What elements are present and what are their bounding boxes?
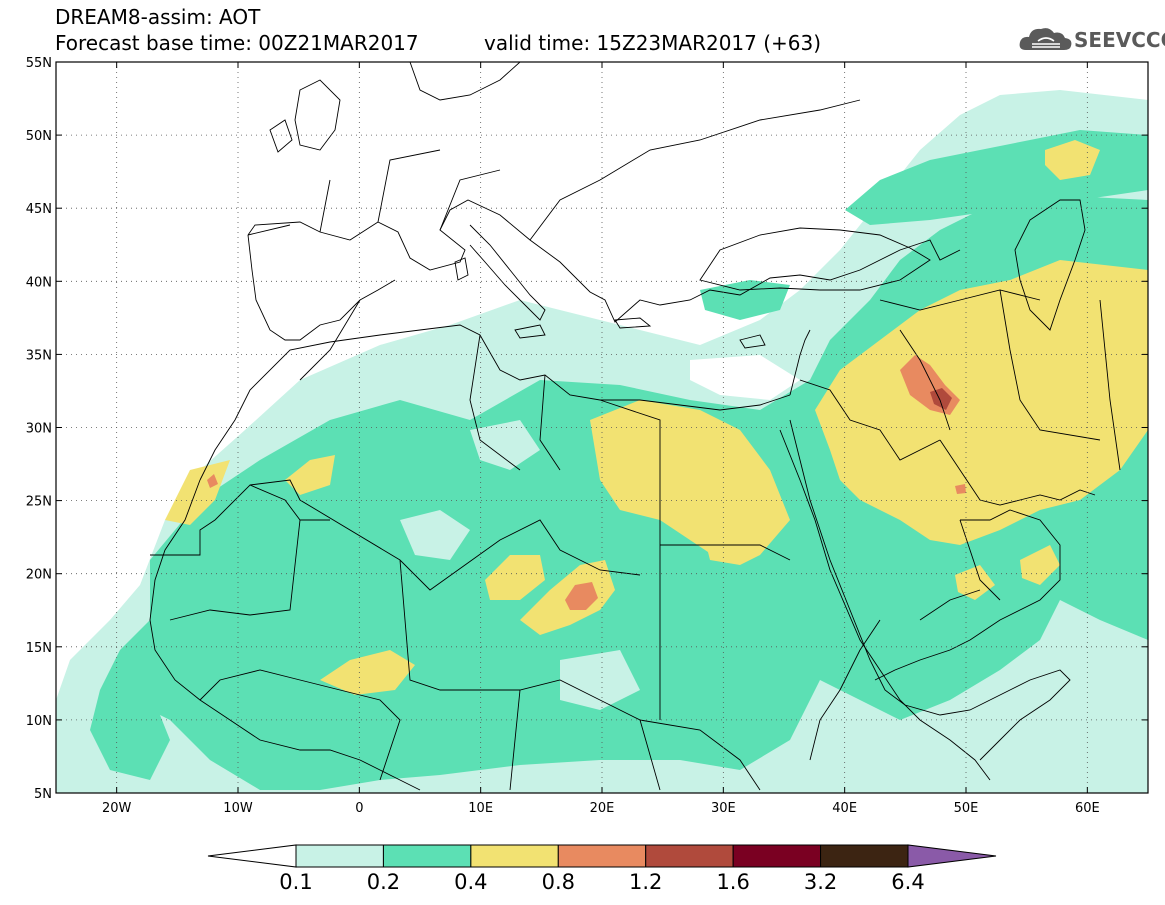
aot-contour-02 [90,690,170,780]
aot-contour-04 [590,400,790,560]
colorbar-label: 0.2 [366,870,401,894]
lat-tick-label: 25N [26,495,52,510]
aot-contour-08 [207,474,218,488]
lat-tick-label: 15N [26,641,52,656]
colorbar-bin [732,844,822,868]
aot-contour-12 [930,388,952,410]
aot-contour-04 [485,555,545,600]
lat-tick-label: 5N [34,787,52,802]
colorbar-label: 6.4 [891,870,925,894]
aot-contour-08 [955,484,966,494]
lon-tick-label: 10W [223,801,253,816]
aot-contour-04 [320,650,415,695]
colorbar-bin [382,844,472,868]
colorbar-label: 3.2 [803,870,838,894]
colorbar-bin [645,844,734,868]
map-title: DREAM8-assim: AOT [55,5,261,29]
colorbar-bin [557,844,647,868]
aot-field [56,90,1148,793]
lon-tick-label: 30E [711,801,736,816]
lat-tick-label: 45N [26,202,52,217]
aot-contour-04 [1020,545,1060,585]
seevccc-logo: SEEVCCC [1018,22,1165,58]
colorbar-over-arrow [907,844,997,868]
coastlines [149,62,1121,791]
clear-patch [690,355,800,400]
colorbar-label: 0.8 [541,870,575,894]
colorbar-under-arrow [207,844,297,868]
lat-tick-label: 40N [26,275,52,290]
aot-contour-04 [285,455,335,495]
aot-contour-04 [1045,140,1100,180]
colorbar-label: 0.1 [279,870,313,894]
aot-contour-04 [705,540,760,565]
colorbar-bin [820,844,909,868]
lon-tick-label: 20W [102,801,132,816]
lon-tick-label: 40E [832,801,857,816]
valid-time: valid time: 15Z23MAR2017 (+63) [484,31,822,55]
forecast-base-time: Forecast base time: 00Z21MAR2017 [55,31,419,55]
aot-contour-08 [565,582,598,610]
aot-contour-01-inner [560,650,640,710]
axis-ticks: 20W 10W 0 10E 20E 30E 40E 50E 60E 5N 10N 15N 20N 25N 3… [26,56,1148,816]
lon-tick-label: 60E [1075,801,1100,816]
cloud-icon [1019,28,1072,50]
aot-contour-02 [700,280,790,320]
colorbar-label: 1.6 [716,870,750,894]
lat-tick-label: 20N [26,568,52,583]
lat-tick-label: 10N [26,714,52,729]
lon-tick-label: 20E [590,801,615,816]
lon-tick-label: 50E [954,801,979,816]
colorbar-bin [295,844,384,868]
colorbar-bin [470,844,559,868]
aot-contour-04 [955,565,995,600]
lon-tick-label: 0 [355,801,363,816]
lat-tick-label: 35N [26,348,52,363]
lon-tick-label: 10E [468,801,493,816]
logo-text: SEEVCCC [1074,28,1165,52]
aot-contour-01-inner [400,510,470,560]
colorbar-label: 0.4 [454,870,488,894]
lat-tick-label: 30N [26,422,52,437]
lat-tick-label: 50N [26,129,52,144]
colorbar-label: 1.2 [629,870,663,894]
aot-contour-04 [815,260,1148,545]
aot-contour-01-inner [470,420,540,470]
lat-tick-label: 55N [26,56,52,71]
